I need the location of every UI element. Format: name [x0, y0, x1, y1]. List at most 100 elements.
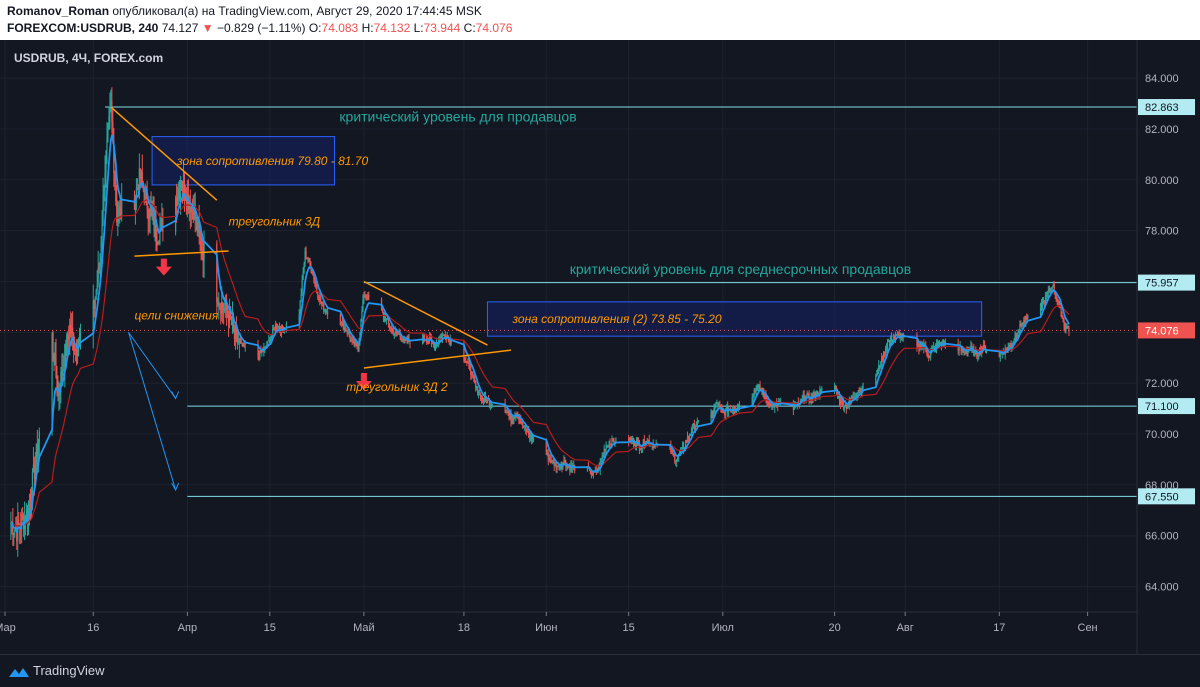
candle-body [240, 342, 242, 344]
ema-fast-line [10, 133, 1070, 534]
candle-body [689, 434, 692, 436]
candle-body [323, 304, 325, 311]
tradingview-logo[interactable]: TradingView [8, 663, 105, 678]
zone-label: зона сопротивления 79.80 - 81.70 [176, 154, 368, 168]
price-tick-label: 70.000 [1145, 429, 1179, 441]
candle-body [1022, 322, 1024, 327]
candle-body [483, 396, 486, 401]
candle-body [484, 396, 487, 400]
candle-body [95, 290, 97, 300]
red-down-arrow-icon [355, 373, 372, 391]
price-axis: 84.00082.00080.00078.00076.00074.00072.0… [1136, 40, 1200, 654]
candle-body [300, 293, 302, 301]
candle-body [524, 426, 526, 428]
candle-body [890, 336, 893, 342]
candle-body [884, 349, 887, 355]
candle-body [12, 522, 14, 536]
candle-body [159, 228, 161, 244]
candle-body [754, 390, 756, 392]
candle-body [605, 446, 607, 450]
annotation-label: критический уровень для среднесрочных пр… [570, 261, 911, 277]
candle-body [612, 438, 614, 441]
candle-body [506, 412, 508, 414]
candle-body [111, 100, 113, 122]
candle-body [847, 404, 849, 407]
time-tick-label: 20 [828, 622, 840, 634]
candle-body [590, 474, 592, 476]
candle-body [846, 406, 848, 409]
candle-body [712, 413, 714, 417]
level-price-tag [1138, 99, 1195, 116]
candle-body [1012, 341, 1014, 345]
price-tick-label: 80.000 [1145, 175, 1179, 187]
chart-area[interactable]: зона сопротивления 79.80 - 81.70 зона соп… [0, 40, 1200, 654]
candle-body [938, 342, 941, 344]
candle-body [176, 197, 178, 207]
candle-body [682, 446, 685, 450]
candle-body [109, 108, 111, 117]
candle-body [384, 316, 387, 322]
candle-body [563, 460, 565, 464]
candle-body [833, 385, 836, 390]
candle-body [860, 388, 862, 392]
candle-body [695, 426, 697, 428]
candle-body [547, 453, 549, 460]
author-name[interactable]: Romanov_Roman [7, 4, 110, 18]
candle-body [672, 449, 674, 454]
candle-body [1023, 319, 1025, 323]
candle-body [439, 336, 441, 339]
candle-body [486, 399, 489, 404]
candle-body [752, 396, 754, 398]
candle-body [882, 356, 884, 361]
candle-body [640, 447, 643, 451]
candle-body [355, 341, 357, 344]
candle-body [592, 471, 594, 475]
candle-body [62, 369, 64, 376]
candle-body [237, 342, 239, 344]
candle-body [554, 462, 556, 466]
candle-body [68, 339, 70, 341]
candle-body [92, 300, 94, 335]
candle-body [450, 339, 452, 345]
candle-body [1066, 326, 1068, 328]
high-label: H: [361, 21, 374, 35]
candle-body [714, 407, 716, 409]
candle-body [887, 340, 890, 342]
candle-body [25, 509, 28, 522]
candle-body [862, 383, 864, 390]
candle-body [195, 217, 197, 220]
candle-body [763, 393, 765, 395]
candle-body [1060, 306, 1062, 317]
candle-body [769, 403, 771, 407]
candle-body [196, 217, 198, 233]
candle-body [550, 460, 552, 463]
price-chart[interactable]: зона сопротивления 79.80 - 81.70 зона соп… [0, 40, 1200, 654]
candle-body [74, 349, 76, 352]
level-price-tag [1138, 274, 1195, 291]
candle-body [465, 360, 467, 362]
candle-body [799, 399, 801, 405]
candle-body [835, 388, 838, 390]
candle-body [606, 445, 608, 447]
candle-body [1053, 284, 1055, 292]
candle-body [1011, 344, 1013, 347]
candle-body [301, 279, 303, 294]
time-tick-label: 17 [993, 622, 1005, 634]
low-label: L: [413, 21, 424, 35]
candle-body [1041, 302, 1044, 308]
candle-body [645, 441, 647, 444]
candle-body [385, 319, 388, 322]
candle-body [806, 393, 808, 396]
candle-body [504, 404, 506, 412]
candle-body [927, 353, 929, 356]
candle-body [473, 374, 475, 380]
candle-body [441, 335, 443, 340]
candle-body [426, 340, 428, 343]
candle-body [161, 216, 163, 220]
candle-body [319, 297, 321, 300]
candle-body [510, 413, 512, 422]
candle-body [313, 274, 315, 281]
candle-body [201, 250, 203, 252]
candle-body [241, 342, 243, 346]
candle-body [1042, 300, 1045, 303]
